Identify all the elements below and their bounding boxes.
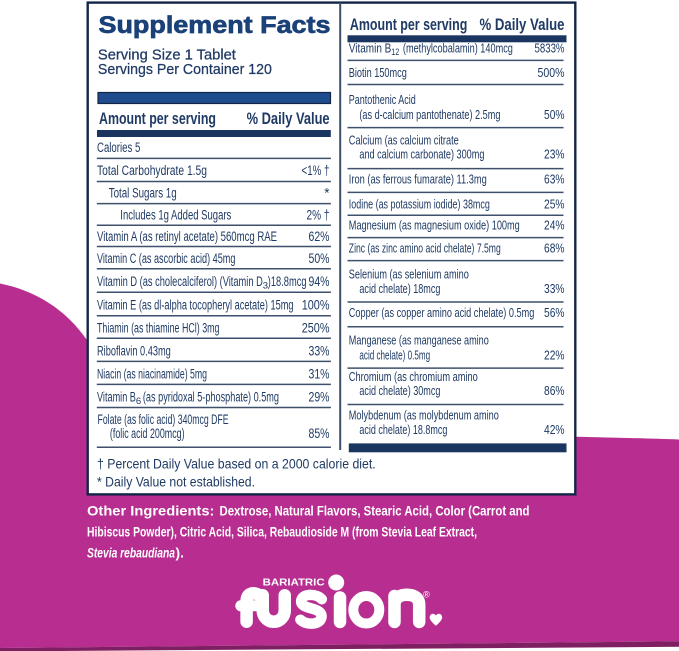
- svg-text:42%: 42%: [544, 422, 565, 437]
- svg-text:% Daily Value: % Daily Value: [247, 109, 330, 128]
- svg-text:(as d-calcium pantothenate) 2.: (as d-calcium pantothenate) 2.5mg: [359, 107, 500, 122]
- svg-text:25%: 25%: [544, 196, 565, 211]
- svg-text:23%: 23%: [544, 147, 565, 162]
- svg-text:(methylcobalamin) 140mcg: (methylcobalamin) 140mcg: [403, 41, 513, 56]
- svg-text:BARIATRIC: BARIATRIC: [263, 578, 325, 589]
- svg-text:Servings Per Container 120: Servings Per Container 120: [98, 62, 272, 78]
- svg-text:86%: 86%: [544, 383, 565, 398]
- svg-text:Thiamin (as thiamine HCl) 3mg: Thiamin (as thiamine HCl) 3mg: [97, 321, 220, 336]
- svg-text:250%: 250%: [302, 321, 330, 336]
- svg-text:).: ).: [176, 546, 184, 561]
- svg-text:acid chelate) 18.8mcg: acid chelate) 18.8mcg: [359, 422, 447, 437]
- svg-text:Biotin 150mcg: Biotin 150mcg: [349, 65, 407, 80]
- svg-text:Stevia rebaudiana: Stevia rebaudiana: [87, 546, 175, 561]
- svg-text:33%: 33%: [544, 281, 565, 296]
- svg-text:Niacin (as niacinamide) 5mg: Niacin (as niacinamide) 5mg: [97, 367, 207, 382]
- svg-text:Folate (as folic acid) 340mcg: Folate (as folic acid) 340mcg DFE: [98, 412, 229, 427]
- svg-text:3: 3: [263, 281, 268, 292]
- svg-text:2% †: 2% †: [307, 208, 330, 223]
- svg-text:acid chelate) 0.5mg: acid chelate) 0.5mg: [359, 347, 430, 362]
- svg-text:5833%: 5833%: [535, 41, 565, 56]
- svg-text:acid chelate) 18mcg: acid chelate) 18mcg: [359, 281, 440, 296]
- svg-text:Iron (as ferrous fumarate) 11.: Iron (as ferrous fumarate) 11.3mg: [349, 172, 487, 187]
- svg-text:®: ®: [423, 590, 430, 600]
- svg-text:Supplement Facts: Supplement Facts: [99, 12, 331, 39]
- svg-text:Pantothenic Acid: Pantothenic Acid: [349, 92, 416, 107]
- svg-text:Serving Size 1 Tablet: Serving Size 1 Tablet: [98, 48, 236, 64]
- svg-text:94%: 94%: [309, 274, 330, 289]
- svg-text:Includes 1g Added Sugars: Includes 1g Added Sugars: [120, 208, 231, 223]
- svg-text:68%: 68%: [544, 241, 565, 256]
- svg-text:*: *: [324, 186, 330, 201]
- svg-text:62%: 62%: [309, 229, 330, 244]
- svg-text:Total Carbohydrate 1.5g: Total Carbohydrate 1.5g: [97, 163, 207, 178]
- svg-text:63%: 63%: [544, 172, 565, 187]
- svg-text:acid chelate) 30mcg: acid chelate) 30mcg: [359, 383, 440, 398]
- svg-text:(folic acid 200mcg): (folic acid 200mcg): [110, 426, 185, 441]
- svg-text:Selenium (as selenium amino: Selenium (as selenium amino: [349, 266, 469, 281]
- svg-text:Vitamin C (as ascorbic acid) 4: Vitamin C (as ascorbic acid) 45mg: [97, 251, 235, 266]
- svg-text:12: 12: [391, 47, 399, 57]
- svg-text:Dextrose, Natural Flavors, Ste: Dextrose, Natural Flavors, Stearic Acid,…: [220, 504, 530, 519]
- svg-text:29%: 29%: [309, 390, 330, 405]
- svg-text:Magnesium (as magnesium oxide): Magnesium (as magnesium oxide) 100mg: [349, 218, 520, 233]
- svg-text:22%: 22%: [544, 347, 565, 362]
- svg-text:Vitamin E (as dl-alpha tocophe: Vitamin E (as dl-alpha tocopheryl acetat…: [97, 298, 294, 313]
- svg-text:Vitamin B: Vitamin B: [349, 41, 392, 56]
- svg-text:Hibiscus Powder), Citric Acid,: Hibiscus Powder), Citric Acid, Silica, R…: [87, 525, 477, 540]
- svg-text:500%: 500%: [538, 65, 565, 80]
- svg-text:Manganese (as manganese amino: Manganese (as manganese amino: [349, 332, 489, 347]
- svg-text:85%: 85%: [309, 426, 330, 441]
- svg-text:24%: 24%: [544, 218, 565, 233]
- svg-text:and calcium carbonate) 300mg: and calcium carbonate) 300mg: [359, 147, 484, 162]
- svg-text:Amount per serving: Amount per serving: [99, 109, 216, 128]
- svg-text:Zinc (as zinc amino acid chela: Zinc (as zinc amino acid chelate) 7.5mg: [349, 241, 501, 256]
- svg-text:33%: 33%: [309, 344, 330, 359]
- svg-text:Calcium (as calcium citrate: Calcium (as calcium citrate: [349, 133, 459, 148]
- svg-text:)18.8mcg: )18.8mcg: [268, 274, 307, 289]
- svg-text:% Daily Value: % Daily Value: [480, 15, 565, 34]
- svg-text:50%: 50%: [309, 251, 330, 266]
- svg-text:† Percent Daily Value based on: † Percent Daily Value based on a 2000 ca…: [97, 456, 376, 472]
- svg-text:Chromium (as chromium amino: Chromium (as chromium amino: [349, 369, 478, 384]
- svg-text:100%: 100%: [302, 298, 330, 313]
- svg-text:Calories 5: Calories 5: [97, 140, 140, 155]
- svg-text:50%: 50%: [544, 107, 565, 122]
- svg-text:<1% †: <1% †: [302, 163, 330, 178]
- svg-text:Vitamin A (as retinyl acetate): Vitamin A (as retinyl acetate) 560mcg RA…: [97, 229, 277, 244]
- svg-text:31%: 31%: [309, 367, 330, 382]
- svg-text:Other Ingredients:: Other Ingredients:: [87, 504, 214, 519]
- svg-text:Total Sugars 1g: Total Sugars 1g: [109, 186, 177, 201]
- svg-text:Copper (as copper amino acid c: Copper (as copper amino acid chelate) 0.…: [349, 305, 535, 320]
- svg-text:Amount per serving: Amount per serving: [350, 15, 467, 34]
- svg-text:(as pyridoxal 5-phosphate) 0.5: (as pyridoxal 5-phosphate) 0.5mg: [143, 390, 279, 405]
- svg-text:Vitamin B: Vitamin B: [97, 390, 136, 405]
- svg-text:56%: 56%: [544, 305, 565, 320]
- svg-text:6: 6: [136, 396, 141, 407]
- svg-text:Iodine (as potassium iodide) 3: Iodine (as potassium iodide) 38mcg: [349, 196, 490, 211]
- svg-text:Molybdenum (as molybdenum amin: Molybdenum (as molybdenum amino: [349, 408, 499, 423]
- svg-text:Riboflavin 0.43mg: Riboflavin 0.43mg: [97, 344, 171, 359]
- svg-text:Vitamin D (as cholecalciferol): Vitamin D (as cholecalciferol) (Vitamin …: [97, 274, 263, 289]
- svg-text:* Daily Value not established.: * Daily Value not established.: [97, 473, 255, 489]
